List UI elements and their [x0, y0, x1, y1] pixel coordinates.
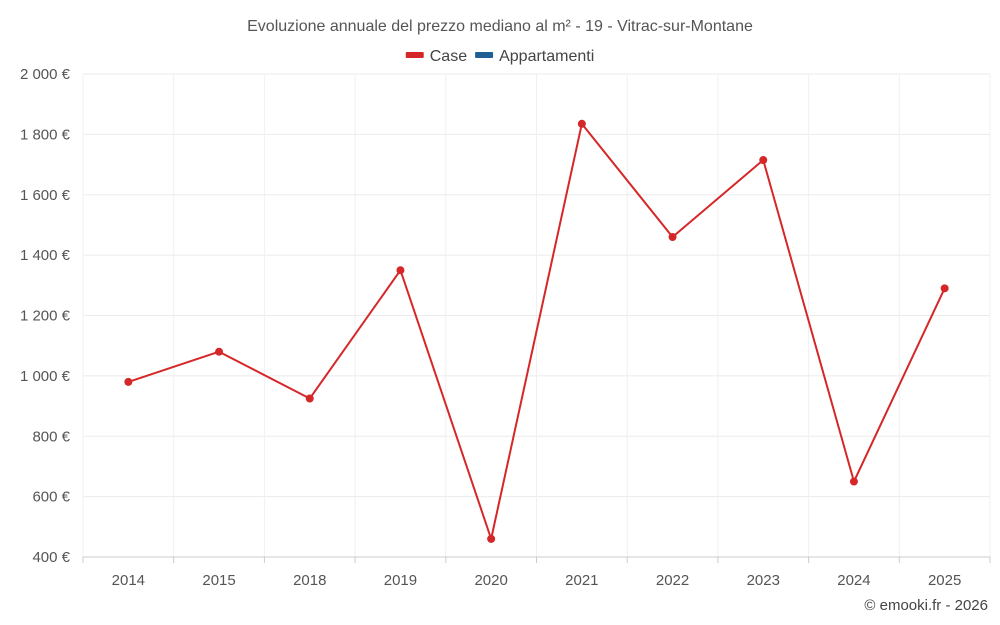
data-point[interactable] [487, 534, 496, 543]
y-tick-label: 400 € [32, 549, 70, 566]
legend-label: Case [430, 48, 467, 65]
x-tick-label: 2021 [565, 572, 598, 589]
x-axis-ticks: 2014 2015 2018 2019 2020 2021 2022 2023 2024 2025 [112, 572, 962, 589]
x-tick-label: 2022 [656, 572, 689, 589]
x-tick-label: 2024 [837, 572, 870, 589]
data-point[interactable] [759, 156, 768, 165]
y-tick-label: 2 000 € [20, 66, 71, 83]
y-tick-label: 1 200 € [20, 308, 71, 325]
legend-item[interactable]: Appartamenti [475, 48, 594, 65]
y-tick-label: 1 400 € [20, 247, 71, 264]
x-tick-label: 2025 [928, 572, 961, 589]
legend-item[interactable]: Case [405, 48, 467, 65]
series-layer [124, 119, 949, 543]
y-tick-label: 1 600 € [20, 187, 71, 204]
x-tick-label: 2020 [474, 572, 507, 589]
y-axis-ticks: 400 € 600 € 800 € 1 000 € 1 200 € 1 400 € 1 60… [20, 66, 71, 566]
data-point[interactable] [668, 233, 677, 242]
x-tick-label: 2018 [293, 572, 326, 589]
legend-swatch [475, 52, 494, 58]
data-point[interactable] [305, 394, 314, 403]
data-point[interactable] [577, 119, 586, 128]
x-tick-label: 2014 [112, 572, 145, 589]
series-line [128, 122, 946, 540]
y-tick-label: 800 € [32, 428, 70, 445]
y-tick-label: 1 000 € [20, 368, 71, 385]
y-tick-label: 600 € [32, 489, 70, 506]
legend-swatch [405, 52, 424, 58]
data-point[interactable] [849, 477, 858, 486]
x-tick-label: 2023 [747, 572, 780, 589]
data-point[interactable] [215, 347, 224, 356]
data-point[interactable] [124, 377, 133, 386]
legend-label: Appartamenti [499, 48, 594, 65]
credit-text: © emooki.fr - 2026 [864, 597, 988, 614]
data-point[interactable] [396, 266, 405, 275]
x-tick-label: 2019 [384, 572, 417, 589]
grid-lines [82, 73, 991, 557]
axes [82, 556, 991, 563]
y-tick-label: 1 800 € [20, 126, 71, 143]
data-point[interactable] [940, 284, 949, 293]
x-tick-label: 2015 [202, 572, 235, 589]
chart-title: Evoluzione annuale del prezzo mediano al… [247, 18, 753, 35]
legend: Case Appartamenti [405, 48, 594, 65]
